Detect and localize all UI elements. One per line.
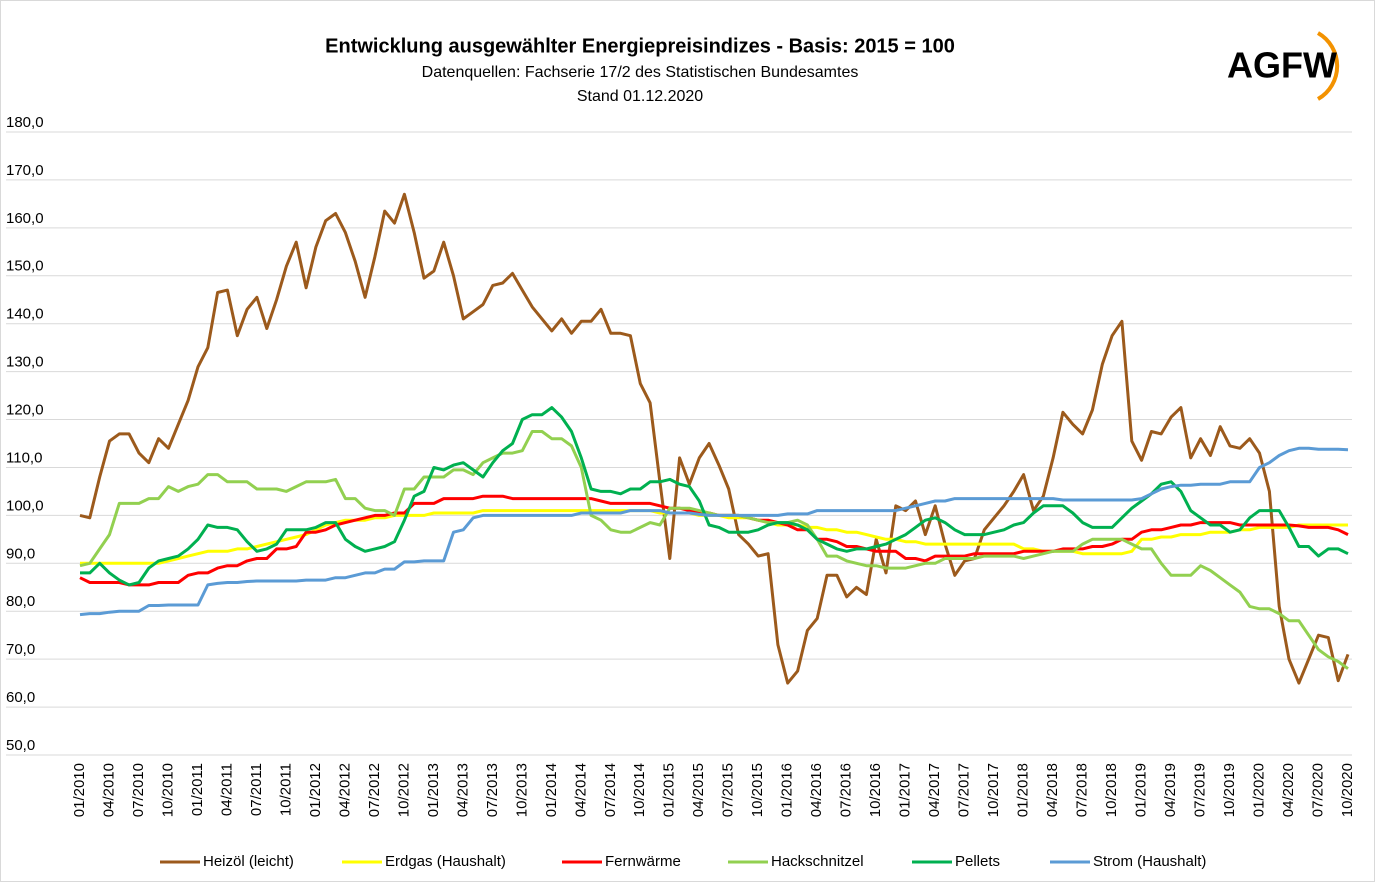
x-tick-label: 10/2020 bbox=[1339, 763, 1356, 817]
x-tick-label: 10/2019 bbox=[1221, 763, 1238, 817]
x-tick-label: 10/2011 bbox=[277, 763, 294, 816]
legend-label: Strom (Haushalt) bbox=[1093, 853, 1206, 870]
chart-subtitle: Stand 01.12.2020 bbox=[577, 88, 703, 105]
x-tick-label: 01/2010 bbox=[71, 763, 88, 817]
logo: AGFW bbox=[1227, 31, 1340, 101]
x-tick-label: 01/2011 bbox=[189, 763, 206, 816]
x-tick-label: 07/2018 bbox=[1074, 763, 1091, 817]
x-tick-label: 04/2016 bbox=[808, 763, 825, 817]
x-tick-label: 04/2020 bbox=[1280, 763, 1297, 817]
x-tick-label: 07/2014 bbox=[602, 763, 619, 817]
x-tick-label: 04/2012 bbox=[336, 763, 353, 817]
y-tick-label: 140,0 bbox=[6, 306, 44, 323]
y-tick-label: 170,0 bbox=[6, 162, 44, 179]
x-tick-label: 04/2019 bbox=[1162, 763, 1179, 817]
series-line bbox=[80, 406, 1349, 587]
x-tick-label: 01/2020 bbox=[1251, 763, 1268, 817]
x-tick-label: 10/2015 bbox=[749, 763, 766, 817]
x-tick-label: 07/2017 bbox=[956, 763, 973, 817]
chart-title: Entwicklung ausgewählter Energiepreisind… bbox=[325, 35, 955, 57]
x-tick-label: 07/2012 bbox=[366, 763, 383, 817]
y-tick-label: 150,0 bbox=[6, 258, 44, 275]
x-tick-label: 10/2013 bbox=[513, 763, 530, 817]
chart-subtitle: Datenquellen: Fachserie 17/2 des Statist… bbox=[422, 64, 859, 81]
x-tick-label: 07/2015 bbox=[720, 763, 737, 817]
y-tick-label: 90,0 bbox=[6, 545, 35, 562]
y-tick-label: 130,0 bbox=[6, 354, 44, 371]
legend-label: Heizöl (leicht) bbox=[203, 853, 294, 870]
y-tick-label: 60,0 bbox=[6, 689, 35, 706]
legend-label: Pellets bbox=[955, 853, 1000, 870]
x-tick-label: 01/2013 bbox=[425, 763, 442, 817]
x-tick-label: 04/2018 bbox=[1044, 763, 1061, 817]
y-tick-label: 120,0 bbox=[6, 402, 44, 419]
x-tick-label: 04/2010 bbox=[100, 763, 117, 817]
x-tick-label: 07/2016 bbox=[838, 763, 855, 817]
x-tick-label: 07/2010 bbox=[130, 763, 147, 817]
y-tick-label: 110,0 bbox=[6, 449, 42, 466]
y-tick-label: 160,0 bbox=[6, 210, 44, 227]
legend-label: Erdgas (Haushalt) bbox=[385, 853, 506, 870]
y-tick-label: 80,0 bbox=[6, 593, 35, 610]
x-tick-label: 01/2018 bbox=[1015, 763, 1032, 817]
logo-text: AGFW bbox=[1227, 45, 1337, 86]
x-tick-label: 10/2018 bbox=[1103, 763, 1120, 817]
x-tick-label: 07/2020 bbox=[1309, 763, 1326, 817]
x-tick-label: 01/2016 bbox=[779, 763, 796, 817]
series-line bbox=[79, 192, 1350, 685]
x-tick-label: 01/2017 bbox=[897, 763, 914, 817]
x-tick-label: 07/2013 bbox=[484, 763, 501, 817]
x-tick-label: 10/2012 bbox=[395, 763, 412, 817]
x-tick-label: 07/2011 bbox=[248, 763, 265, 816]
y-tick-label: 50,0 bbox=[6, 737, 35, 754]
y-tick-label: 180,0 bbox=[6, 114, 44, 131]
y-tick-label: 100,0 bbox=[6, 497, 44, 514]
x-tick-label: 07/2019 bbox=[1192, 763, 1209, 817]
legend-label: Hackschnitzel bbox=[771, 853, 864, 870]
y-tick-label: 70,0 bbox=[6, 641, 35, 658]
x-tick-label: 04/2014 bbox=[572, 763, 589, 817]
x-tick-label: 01/2012 bbox=[307, 763, 324, 817]
x-tick-label: 04/2017 bbox=[926, 763, 943, 817]
x-tick-label: 01/2015 bbox=[661, 763, 678, 817]
x-tick-label: 10/2014 bbox=[631, 763, 648, 817]
logo-arc bbox=[1316, 31, 1340, 101]
legend-label: Fernwärme bbox=[605, 853, 681, 870]
series-line bbox=[79, 446, 1349, 617]
x-tick-label: 10/2017 bbox=[985, 763, 1002, 817]
x-tick-label: 01/2019 bbox=[1133, 763, 1150, 817]
x-tick-label: 04/2015 bbox=[690, 763, 707, 817]
x-tick-label: 04/2013 bbox=[454, 763, 471, 817]
x-tick-label: 10/2016 bbox=[867, 763, 884, 817]
x-tick-label: 04/2011 bbox=[218, 763, 235, 816]
x-tick-label: 10/2010 bbox=[159, 763, 176, 817]
x-tick-label: 01/2014 bbox=[543, 763, 560, 817]
